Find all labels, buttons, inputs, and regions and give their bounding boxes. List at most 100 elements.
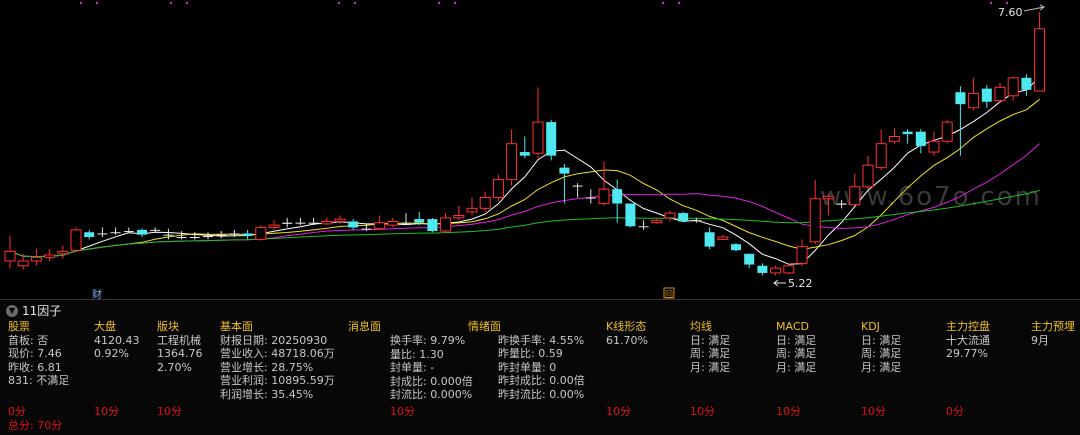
candle[interactable] — [30, 256, 42, 262]
candle[interactable] — [612, 189, 623, 204]
candle[interactable] — [796, 246, 808, 264]
candles[interactable] — [4, 12, 1046, 276]
candle[interactable] — [941, 121, 953, 142]
candle[interactable] — [295, 222, 306, 224]
candle[interactable] — [110, 232, 121, 234]
candle[interactable] — [321, 220, 333, 225]
candle[interactable] — [783, 265, 795, 274]
panel-header[interactable]: ▼ 11因子 — [6, 302, 61, 319]
candle[interactable] — [374, 222, 386, 230]
column-value: 9月 — [1031, 333, 1049, 347]
high-price-label: 7.60 — [998, 6, 1023, 19]
top-dot — [186, 2, 188, 4]
candle[interactable] — [770, 267, 782, 274]
candle[interactable] — [361, 228, 372, 230]
candle[interactable] — [282, 222, 293, 224]
candle[interactable] — [479, 197, 491, 209]
candle[interactable] — [334, 218, 346, 222]
candle[interactable] — [875, 143, 887, 169]
candle[interactable] — [744, 253, 755, 265]
candle[interactable] — [572, 185, 583, 187]
candle[interactable] — [414, 219, 425, 223]
candle[interactable] — [492, 179, 504, 199]
factor-column-junxian: 均线 日: 满足 周: 满足 月: 满足 — [690, 320, 730, 374]
candle[interactable] — [902, 131, 913, 135]
candlestick-chart[interactable]: www.6o7o.com 7.60 5.22 财 回 — [0, 0, 1080, 300]
column-value: 量比: 1.30 — [390, 347, 444, 361]
candle[interactable] — [1034, 28, 1046, 92]
candle[interactable] — [348, 221, 359, 228]
candle[interactable] — [994, 86, 1006, 102]
candle[interactable] — [704, 232, 715, 247]
column-value: 日: 满足 — [690, 333, 731, 347]
candle[interactable] — [466, 207, 478, 213]
candle[interactable] — [664, 212, 676, 219]
candle[interactable] — [585, 197, 596, 199]
report-marker[interactable]: 财 — [92, 288, 102, 300]
candle[interactable] — [955, 92, 966, 105]
return-marker-box[interactable] — [663, 287, 675, 299]
candle[interactable] — [915, 131, 926, 147]
candle[interactable] — [84, 232, 95, 238]
candle[interactable] — [203, 235, 213, 238]
candle[interactable] — [229, 233, 240, 235]
candle[interactable] — [862, 164, 874, 188]
candle[interactable] — [70, 229, 82, 251]
candle[interactable] — [189, 237, 200, 239]
candle[interactable] — [598, 188, 610, 205]
candle[interactable] — [651, 219, 663, 224]
candle[interactable] — [163, 234, 174, 236]
candle[interactable] — [216, 234, 227, 236]
candle[interactable] — [387, 220, 399, 226]
candle[interactable] — [17, 260, 29, 267]
candle[interactable] — [97, 233, 108, 235]
candle[interactable] — [57, 250, 69, 255]
candle[interactable] — [4, 250, 16, 262]
candle[interactable] — [519, 152, 530, 156]
candle[interactable] — [981, 88, 992, 102]
candle[interactable] — [757, 265, 768, 273]
collapse-icon[interactable]: ▼ — [6, 304, 18, 317]
candle[interactable] — [176, 237, 187, 239]
column-value: 封流比: 0.000% — [390, 388, 473, 401]
candle[interactable] — [849, 186, 861, 206]
candle[interactable] — [44, 254, 56, 258]
column-value: 封单量: - — [390, 361, 435, 374]
candle[interactable] — [255, 226, 267, 240]
candle[interactable] — [822, 195, 834, 200]
candle[interactable] — [836, 203, 847, 205]
candle[interactable] — [928, 140, 940, 153]
candle[interactable] — [532, 121, 544, 154]
candle[interactable] — [150, 229, 161, 231]
candle[interactable] — [137, 229, 147, 235]
candle[interactable] — [440, 217, 452, 232]
top-dot — [96, 2, 98, 4]
column-header: 股票 — [8, 320, 30, 333]
candle[interactable] — [453, 214, 465, 219]
candle[interactable] — [506, 143, 518, 181]
candle[interactable] — [717, 236, 729, 240]
column-value: 日: 满足 — [776, 333, 817, 347]
column-value: 昨封单量: 0 — [498, 360, 557, 374]
candle[interactable] — [242, 233, 253, 236]
candle[interactable] — [268, 224, 280, 228]
candle[interactable] — [559, 167, 570, 174]
candle[interactable] — [968, 92, 980, 109]
top-dot — [1006, 2, 1008, 4]
candle[interactable] — [427, 219, 438, 232]
ma60-line — [9, 189, 1040, 258]
candle[interactable] — [678, 213, 689, 222]
candle[interactable] — [731, 244, 741, 251]
candle[interactable] — [401, 222, 411, 224]
candle[interactable] — [308, 222, 319, 224]
candle[interactable] — [1007, 77, 1019, 97]
candle[interactable] — [625, 203, 636, 227]
candle[interactable] — [546, 122, 557, 156]
candle[interactable] — [123, 231, 134, 233]
candle[interactable] — [1021, 77, 1032, 90]
candle[interactable] — [809, 198, 821, 243]
candle[interactable] — [691, 220, 702, 222]
candle[interactable] — [638, 226, 649, 228]
factor-column-yuqi: 主力预埋 9月 — [1031, 320, 1075, 347]
candle[interactable] — [888, 135, 900, 142]
